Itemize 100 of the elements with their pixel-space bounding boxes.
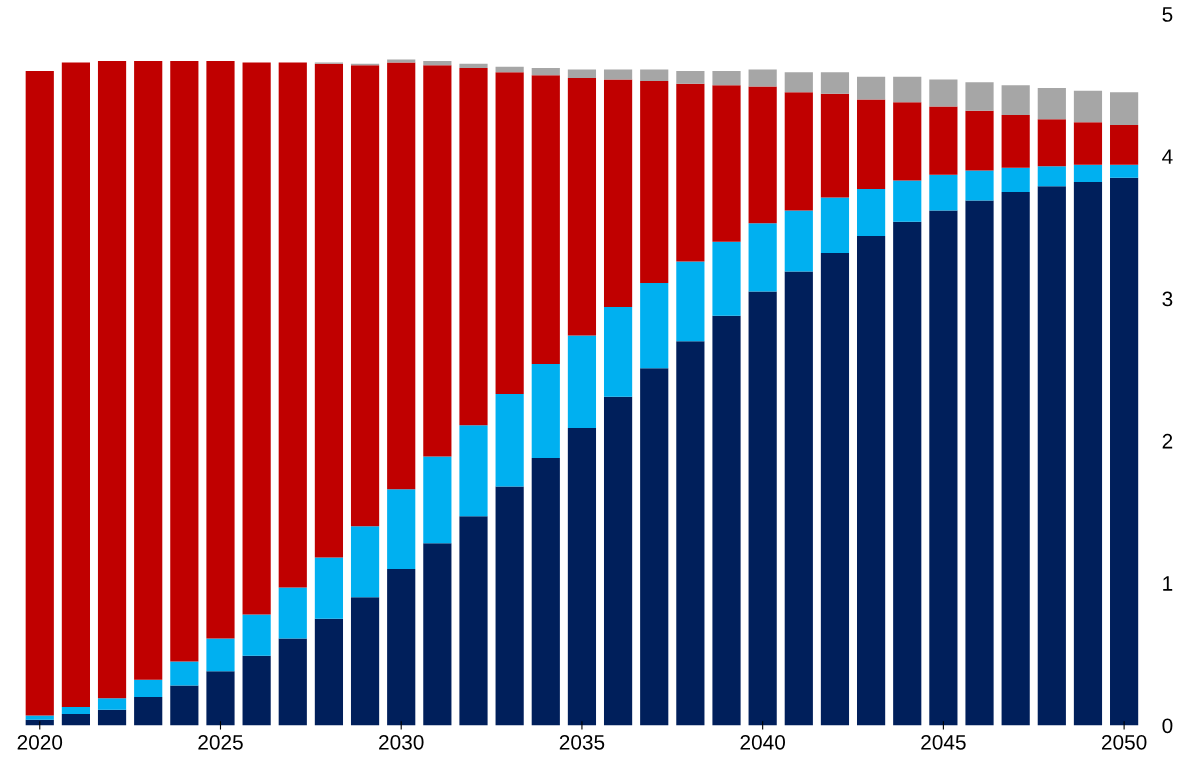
bar [748, 69, 777, 87]
bar [495, 72, 524, 394]
bar [712, 241, 741, 316]
x-tick-label: 2040 [740, 734, 786, 750]
bar [1001, 115, 1030, 168]
bar [1073, 90, 1103, 123]
bar [929, 106, 958, 175]
bar [784, 72, 813, 93]
y-tick-label: 3 [1162, 291, 1173, 307]
bar [784, 271, 813, 726]
bar [134, 60, 163, 680]
bar [1073, 181, 1103, 726]
bar [1110, 92, 1139, 126]
bar [676, 70, 705, 84]
bar [97, 60, 127, 699]
x-tick-label: 2030 [379, 734, 424, 750]
bar [857, 76, 886, 100]
bar [170, 685, 199, 726]
bar [676, 261, 705, 342]
bar [61, 62, 90, 707]
bar [929, 210, 958, 726]
bar [640, 282, 669, 369]
bar [603, 396, 633, 726]
bar [206, 638, 235, 672]
x-tick-label: 2025 [198, 734, 243, 750]
y-tick-label: 5 [1162, 7, 1173, 22]
bar [820, 197, 850, 254]
bar [712, 70, 741, 86]
bar [61, 706, 90, 715]
bar [25, 70, 54, 716]
bar [97, 709, 127, 726]
bar [965, 200, 994, 726]
bar [387, 568, 416, 726]
bar [278, 638, 307, 726]
x-tick-label: 2020 [17, 734, 63, 750]
bar [784, 92, 813, 211]
bar [387, 489, 416, 569]
bar [206, 671, 235, 726]
bar [640, 80, 669, 283]
bar [423, 456, 452, 544]
bar [567, 428, 597, 726]
bar [603, 79, 633, 308]
y-tick-label: 4 [1162, 149, 1173, 164]
bar [495, 393, 524, 487]
bar [1037, 166, 1066, 187]
bar [350, 526, 380, 598]
bar [242, 655, 271, 726]
bar [459, 516, 488, 726]
bar [206, 60, 235, 639]
bar [314, 63, 344, 558]
bar [170, 661, 199, 686]
bar [965, 82, 994, 111]
bar [893, 180, 922, 222]
bar [857, 99, 886, 190]
bar [1001, 191, 1030, 726]
bar [748, 86, 777, 224]
bar [61, 714, 90, 726]
bar [242, 62, 271, 615]
bar [965, 170, 994, 201]
bar [640, 69, 669, 81]
bar [893, 102, 922, 181]
bar [1037, 186, 1066, 726]
bar [97, 698, 127, 710]
bar [531, 364, 560, 458]
bar [857, 189, 886, 236]
bar [1073, 122, 1103, 165]
bar [784, 210, 813, 272]
bar [242, 614, 271, 656]
bar [676, 341, 705, 726]
bar [1073, 164, 1103, 182]
bar [567, 335, 597, 429]
bar [1037, 119, 1066, 167]
bar [278, 587, 307, 639]
bar [423, 543, 452, 726]
y-tick-label: 0 [1162, 718, 1173, 734]
bar [820, 253, 850, 726]
bar [459, 63, 488, 69]
bar [820, 93, 850, 198]
bar [567, 69, 597, 79]
bar [387, 62, 416, 490]
bar [893, 221, 922, 726]
bar [1110, 125, 1139, 165]
bar [531, 75, 560, 365]
bar [640, 368, 669, 726]
bar [495, 486, 524, 726]
bar [423, 65, 452, 457]
bar [820, 72, 850, 94]
bar [603, 69, 633, 80]
bar [748, 223, 777, 292]
bar [1110, 177, 1139, 726]
bar [170, 60, 199, 662]
bar [929, 174, 958, 211]
bar [423, 60, 452, 66]
x-tick-label: 2050 [1101, 734, 1147, 750]
bar [134, 696, 163, 726]
bar [350, 597, 380, 726]
bar [459, 425, 488, 517]
bar [1110, 164, 1139, 178]
bar [676, 83, 705, 262]
bar [748, 291, 777, 726]
